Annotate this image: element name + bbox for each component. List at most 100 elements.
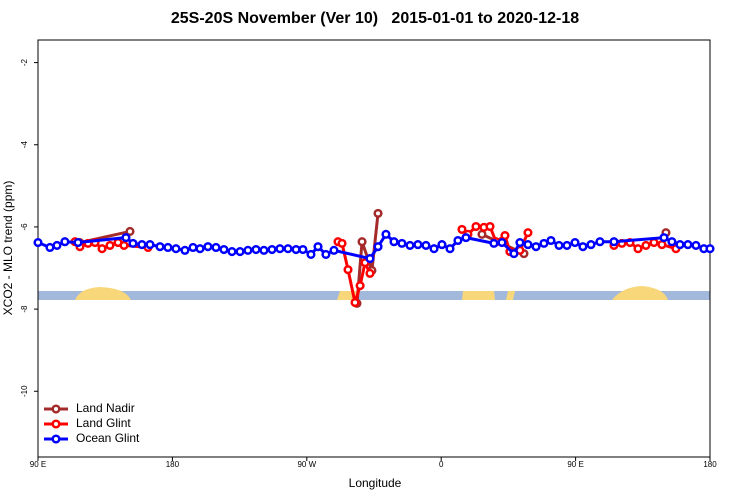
x-tick-label: 0 — [439, 460, 444, 469]
point — [227, 247, 237, 257]
point — [461, 233, 471, 243]
point — [251, 244, 261, 255]
point — [554, 240, 564, 250]
point — [119, 240, 129, 250]
legend-label: Ocean Glint — [76, 431, 140, 445]
point — [203, 242, 213, 252]
point — [531, 242, 541, 252]
point — [562, 240, 572, 250]
x-tick-label: 90 W — [297, 460, 316, 469]
point — [609, 237, 619, 247]
point — [155, 242, 165, 252]
point — [471, 221, 481, 232]
point — [329, 245, 339, 255]
legend-label: Land Glint — [76, 416, 131, 430]
y-tick-label: -4 — [20, 141, 29, 149]
x-tick-label: 180 — [703, 460, 717, 469]
y-tick-label: -8 — [20, 305, 29, 313]
point — [235, 247, 245, 257]
point — [313, 242, 323, 252]
point — [365, 268, 375, 278]
point — [586, 240, 596, 250]
point — [667, 237, 677, 247]
point — [657, 240, 667, 250]
point — [97, 244, 107, 254]
point — [389, 237, 399, 247]
point — [283, 244, 293, 254]
x-tick-label: 90 E — [30, 460, 46, 469]
point — [355, 281, 365, 291]
point — [33, 237, 43, 248]
point — [457, 224, 467, 234]
y-axis-label: XCO2 - MLO trend (ppm) — [1, 181, 15, 316]
chart-title: 25S-20S November (Ver 10) 2015-01-01 to … — [171, 10, 579, 27]
point — [60, 237, 70, 247]
point — [128, 238, 138, 248]
point — [343, 265, 353, 275]
point — [137, 240, 147, 250]
point — [45, 242, 55, 253]
point — [243, 245, 253, 255]
point — [705, 244, 715, 254]
point — [145, 240, 155, 250]
point — [659, 233, 669, 243]
point — [413, 240, 423, 250]
point — [381, 229, 391, 239]
legend-label: Land Nadir — [76, 401, 135, 415]
point — [298, 244, 308, 255]
point — [523, 228, 533, 238]
legend-marker — [51, 404, 61, 414]
point — [509, 249, 519, 259]
point — [500, 231, 510, 241]
point — [437, 240, 447, 250]
point — [275, 244, 285, 254]
point — [539, 238, 549, 248]
point — [357, 237, 367, 247]
point — [453, 235, 463, 246]
point — [477, 229, 487, 239]
point — [515, 237, 525, 248]
point — [259, 245, 269, 255]
point — [267, 244, 277, 255]
point — [219, 244, 229, 255]
point — [489, 238, 499, 248]
point — [180, 245, 190, 255]
point — [633, 244, 643, 254]
point — [497, 237, 507, 248]
y-tick-label: -6 — [20, 223, 29, 231]
point — [691, 240, 701, 250]
point — [163, 242, 173, 253]
legend-marker — [51, 434, 61, 444]
point — [595, 237, 605, 247]
point — [523, 240, 533, 250]
point — [211, 242, 221, 253]
point — [350, 297, 360, 308]
point — [365, 254, 375, 264]
x-tick-label: 180 — [166, 460, 180, 469]
point — [485, 221, 495, 232]
point — [121, 233, 131, 243]
point — [321, 249, 331, 260]
point — [52, 240, 62, 250]
point — [125, 226, 135, 237]
point — [649, 237, 659, 248]
point — [337, 238, 347, 248]
point — [195, 244, 205, 254]
point — [373, 242, 383, 252]
point — [445, 244, 455, 254]
point — [683, 240, 693, 250]
legend-marker — [51, 419, 61, 429]
point — [405, 240, 415, 250]
y-tick-label: -2 — [20, 58, 29, 66]
point — [171, 244, 181, 254]
point — [373, 208, 383, 218]
point — [188, 242, 198, 253]
x-axis-label: Longitude — [349, 476, 402, 490]
point — [578, 242, 588, 252]
point — [570, 237, 580, 248]
point — [291, 244, 301, 255]
point — [397, 238, 407, 248]
x-tick-label: 90 E — [567, 460, 583, 469]
point — [105, 240, 115, 250]
